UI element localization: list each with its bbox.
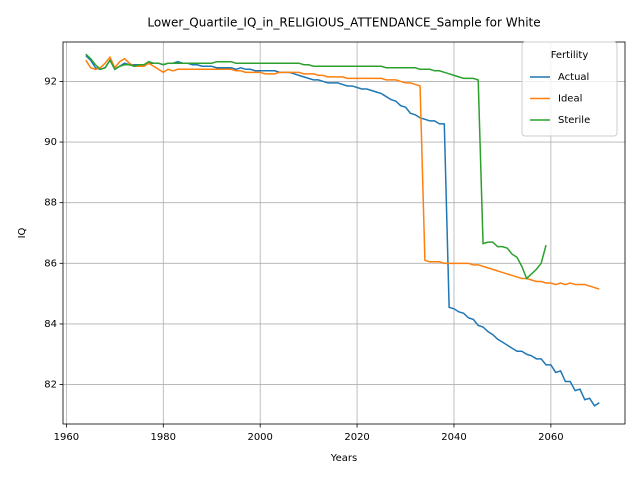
y-tick-label: 84 [44,319,57,330]
legend-label: Ideal [558,94,582,105]
x-tick-label: 2040 [441,432,466,443]
series-line [85,55,600,290]
y-axis-label: IQ [17,227,28,238]
legend-label: Sterile [558,115,590,126]
y-tick-label: 86 [44,258,57,269]
x-tick-label: 2000 [247,432,272,443]
x-tick-label: 1980 [151,432,176,443]
y-tick-label: 90 [44,137,57,148]
x-tick-label: 1960 [54,432,79,443]
legend-label: Actual [558,72,589,83]
x-tick-label: 2020 [344,432,369,443]
x-tick-label: 2060 [538,432,563,443]
legend-box [521,41,618,137]
x-axis-label: Years [330,453,357,464]
legend-title: Fertility [551,50,589,61]
y-tick-label: 82 [44,380,57,391]
chart-title: Lower_Quartile_IQ_in_RELIGIOUS_ATTENDANC… [147,16,540,30]
y-tick-label: 92 [44,76,57,87]
series-line [85,53,547,280]
plot-frame [62,41,626,425]
y-tick-label: 88 [44,198,57,209]
